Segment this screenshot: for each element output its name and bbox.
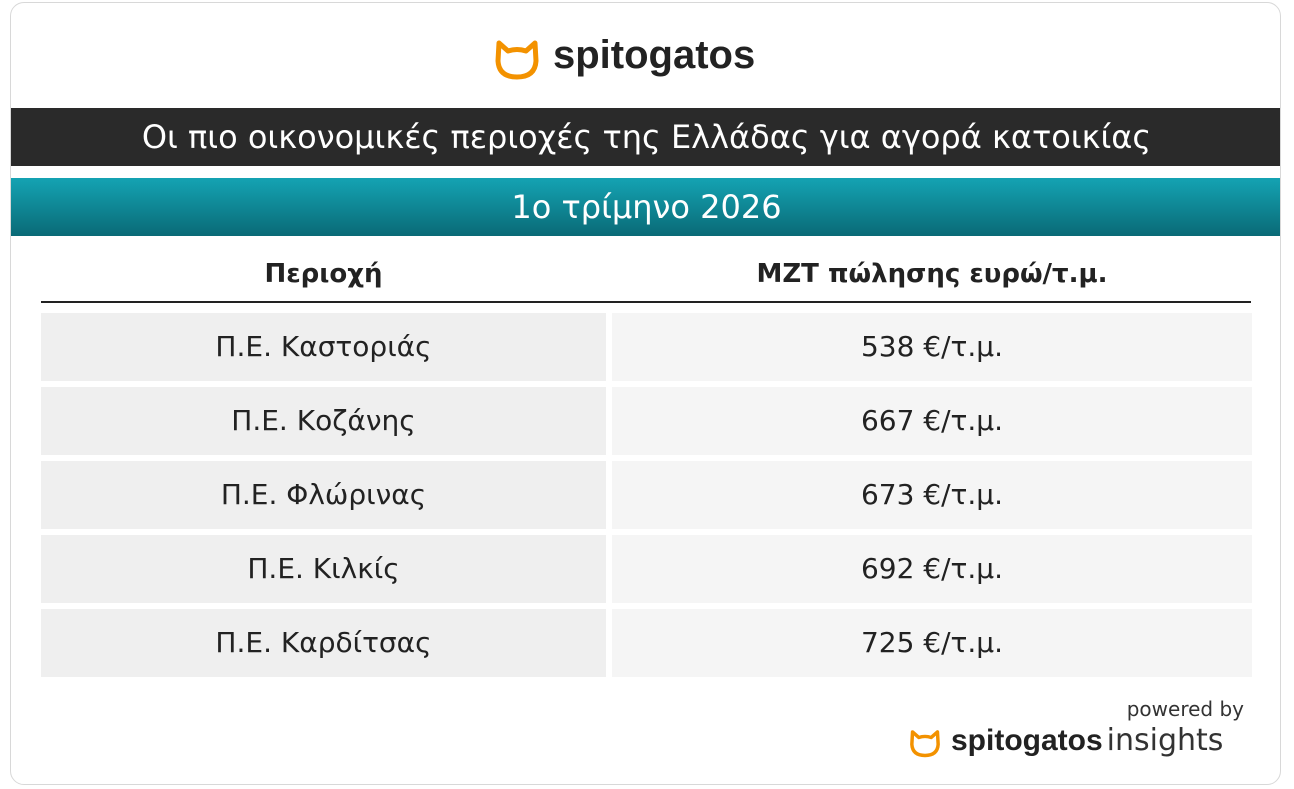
price-cell: 667 €/τ.μ. (612, 387, 1252, 455)
subtitle: 1ο τρίμηνο 2026 (11, 178, 1280, 236)
column-header: ΜΖΤ πώλησης ευρώ/τ.μ. (756, 259, 1108, 289)
region-cell: Π.Ε. Κιλκίς (41, 535, 606, 603)
header-rule (41, 301, 1251, 303)
card: spitogatos Οι πιο οικονομικές περιοχές τ… (10, 2, 1281, 785)
logo-icon (495, 40, 539, 80)
footer-logo: spitogatos insights (951, 723, 1223, 758)
column-header: Περιοχή (264, 259, 383, 289)
price-cell: 725 €/τ.μ. (612, 609, 1252, 677)
footer-logo-suffix: insights (1106, 723, 1224, 758)
price-cell: 673 €/τ.μ. (612, 461, 1252, 529)
price-cell: 692 €/τ.μ. (612, 535, 1252, 603)
region-cell: Π.Ε. Φλώρινας (41, 461, 606, 529)
region-cell: Π.Ε. Καρδίτσας (41, 609, 606, 677)
footer-logo-icon (910, 730, 940, 758)
price-cell: 538 €/τ.μ. (612, 313, 1252, 381)
powered-by: powered by (1126, 697, 1244, 721)
title: Οι πιο οικονομικές περιοχές της Ελλάδας … (11, 108, 1280, 166)
region-cell: Π.Ε. Κοζάνης (41, 387, 606, 455)
footer-logo-text: spitogatos (951, 724, 1103, 757)
logo-text: spitogatos (553, 33, 756, 77)
region-cell: Π.Ε. Καστοριάς (41, 313, 606, 381)
